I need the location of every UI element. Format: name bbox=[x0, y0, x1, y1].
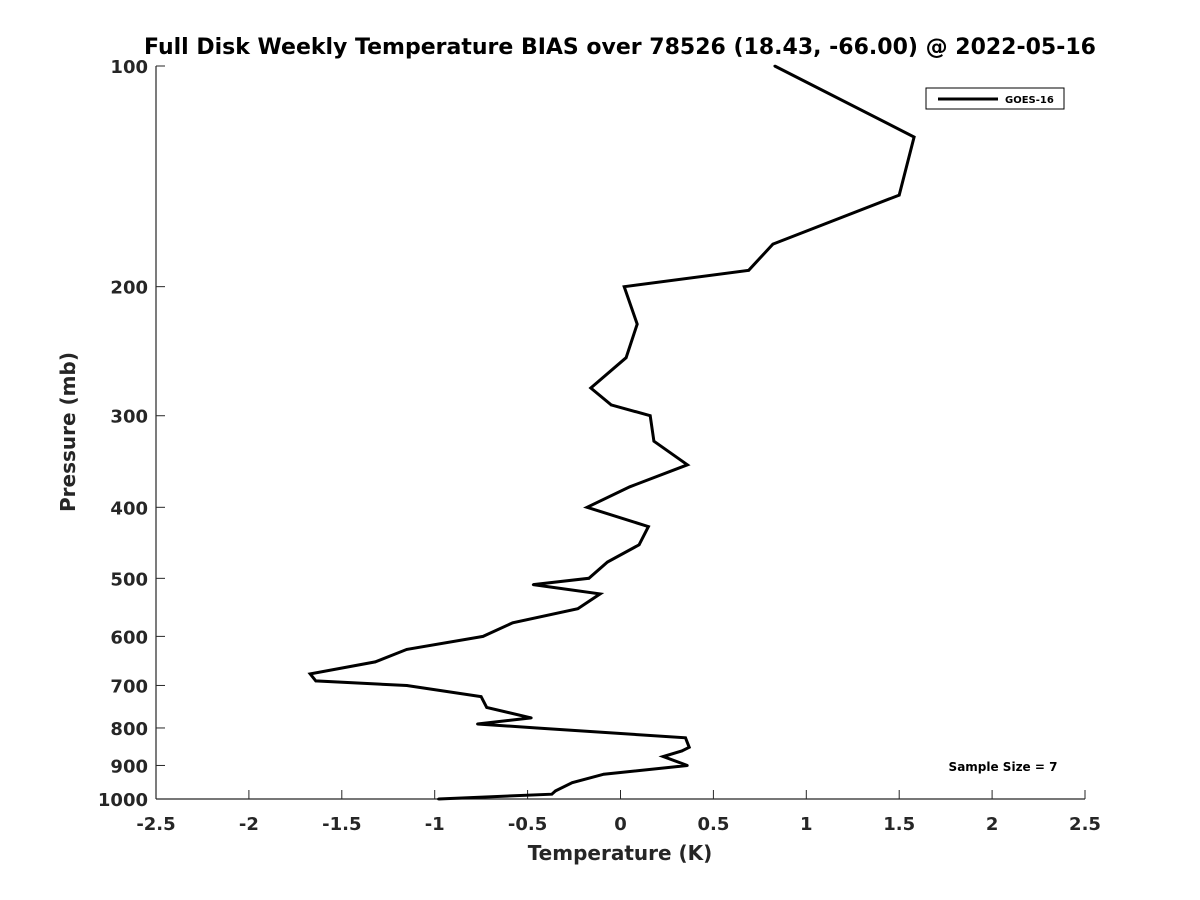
data-point bbox=[405, 684, 409, 687]
x-tick-label: 1 bbox=[800, 814, 813, 835]
data-point bbox=[598, 592, 602, 596]
data-point bbox=[535, 726, 539, 730]
data-point bbox=[511, 621, 515, 625]
plot-area bbox=[156, 66, 1085, 799]
data-point bbox=[773, 64, 777, 68]
data-point bbox=[530, 716, 533, 720]
data-point bbox=[687, 745, 691, 749]
data-point bbox=[622, 285, 626, 288]
data-point bbox=[912, 135, 916, 139]
data-point bbox=[647, 525, 650, 528]
data-point bbox=[686, 463, 689, 467]
data-point bbox=[373, 660, 377, 664]
data-point bbox=[589, 386, 593, 390]
data-point bbox=[476, 722, 479, 726]
y-tick-label: 100 bbox=[110, 57, 148, 78]
x-tick-label: 0 bbox=[614, 814, 627, 835]
data-point bbox=[576, 607, 580, 610]
y-tick-label: 600 bbox=[110, 627, 148, 648]
data-point bbox=[554, 789, 557, 793]
data-point bbox=[570, 781, 574, 784]
data-point bbox=[684, 736, 687, 740]
legend-label-goes-16: GOES-16 bbox=[1005, 95, 1054, 106]
x-axis-label: Temperature (K) bbox=[528, 841, 713, 865]
data-point bbox=[550, 792, 554, 796]
data-point bbox=[481, 635, 485, 638]
data-point bbox=[628, 485, 632, 489]
data-point bbox=[314, 679, 318, 683]
data-point bbox=[648, 414, 652, 418]
data-point bbox=[531, 583, 535, 586]
data-point bbox=[635, 322, 639, 326]
series-layer bbox=[307, 64, 916, 801]
data-point bbox=[606, 560, 609, 564]
data-point bbox=[479, 695, 483, 698]
data-point bbox=[485, 706, 489, 709]
data-point bbox=[602, 772, 606, 776]
x-axis-ticks: -2.5 -2 -1.5 -1 -0.5 0 0.5 1 1.5 2 2.5 bbox=[136, 790, 1101, 835]
data-point bbox=[661, 755, 665, 758]
x-tick-label: -2.5 bbox=[136, 814, 175, 835]
x-tick-label: -0.5 bbox=[508, 814, 547, 835]
data-point bbox=[771, 242, 775, 246]
x-tick-label: -1.5 bbox=[322, 814, 361, 835]
x-tick-label: -2 bbox=[239, 814, 259, 835]
y-tick-label: 1000 bbox=[98, 790, 148, 811]
data-point bbox=[587, 577, 591, 580]
y-tick-label: 500 bbox=[110, 569, 148, 590]
series-line-goes-16 bbox=[307, 64, 916, 801]
data-point bbox=[897, 193, 901, 197]
data-point bbox=[680, 749, 684, 753]
sample-size-annotation: Sample Size = 7 bbox=[949, 760, 1058, 774]
data-point bbox=[308, 672, 312, 676]
data-point bbox=[652, 439, 656, 443]
x-tick-label: 1.5 bbox=[883, 814, 915, 835]
y-tick-label: 900 bbox=[110, 756, 148, 777]
data-point bbox=[747, 269, 751, 272]
data-point bbox=[686, 764, 689, 767]
data-point bbox=[437, 797, 440, 801]
chart-title: Full Disk Weekly Temperature BIAS over 7… bbox=[144, 35, 1096, 60]
data-point bbox=[405, 648, 409, 651]
data-point bbox=[624, 356, 628, 359]
x-tick-label: 2 bbox=[986, 814, 999, 835]
y-tick-label: 700 bbox=[110, 676, 148, 697]
y-tick-label: 800 bbox=[110, 719, 148, 740]
y-tick-label: 200 bbox=[110, 278, 148, 299]
data-point bbox=[637, 543, 641, 547]
legend: GOES-16 bbox=[925, 87, 1065, 110]
x-tick-label: 2.5 bbox=[1069, 814, 1101, 835]
data-point bbox=[609, 403, 613, 407]
y-axis-ticks: 100 200 300 400 500 600 700 800 900 1000 bbox=[98, 57, 165, 811]
y-tick-label: 400 bbox=[110, 498, 148, 519]
y-axis-label: Pressure (mb) bbox=[56, 352, 80, 512]
data-point bbox=[585, 506, 589, 509]
x-tick-label: 0.5 bbox=[697, 814, 729, 835]
x-tick-label: -1 bbox=[425, 814, 445, 835]
y-tick-label: 300 bbox=[110, 407, 148, 428]
